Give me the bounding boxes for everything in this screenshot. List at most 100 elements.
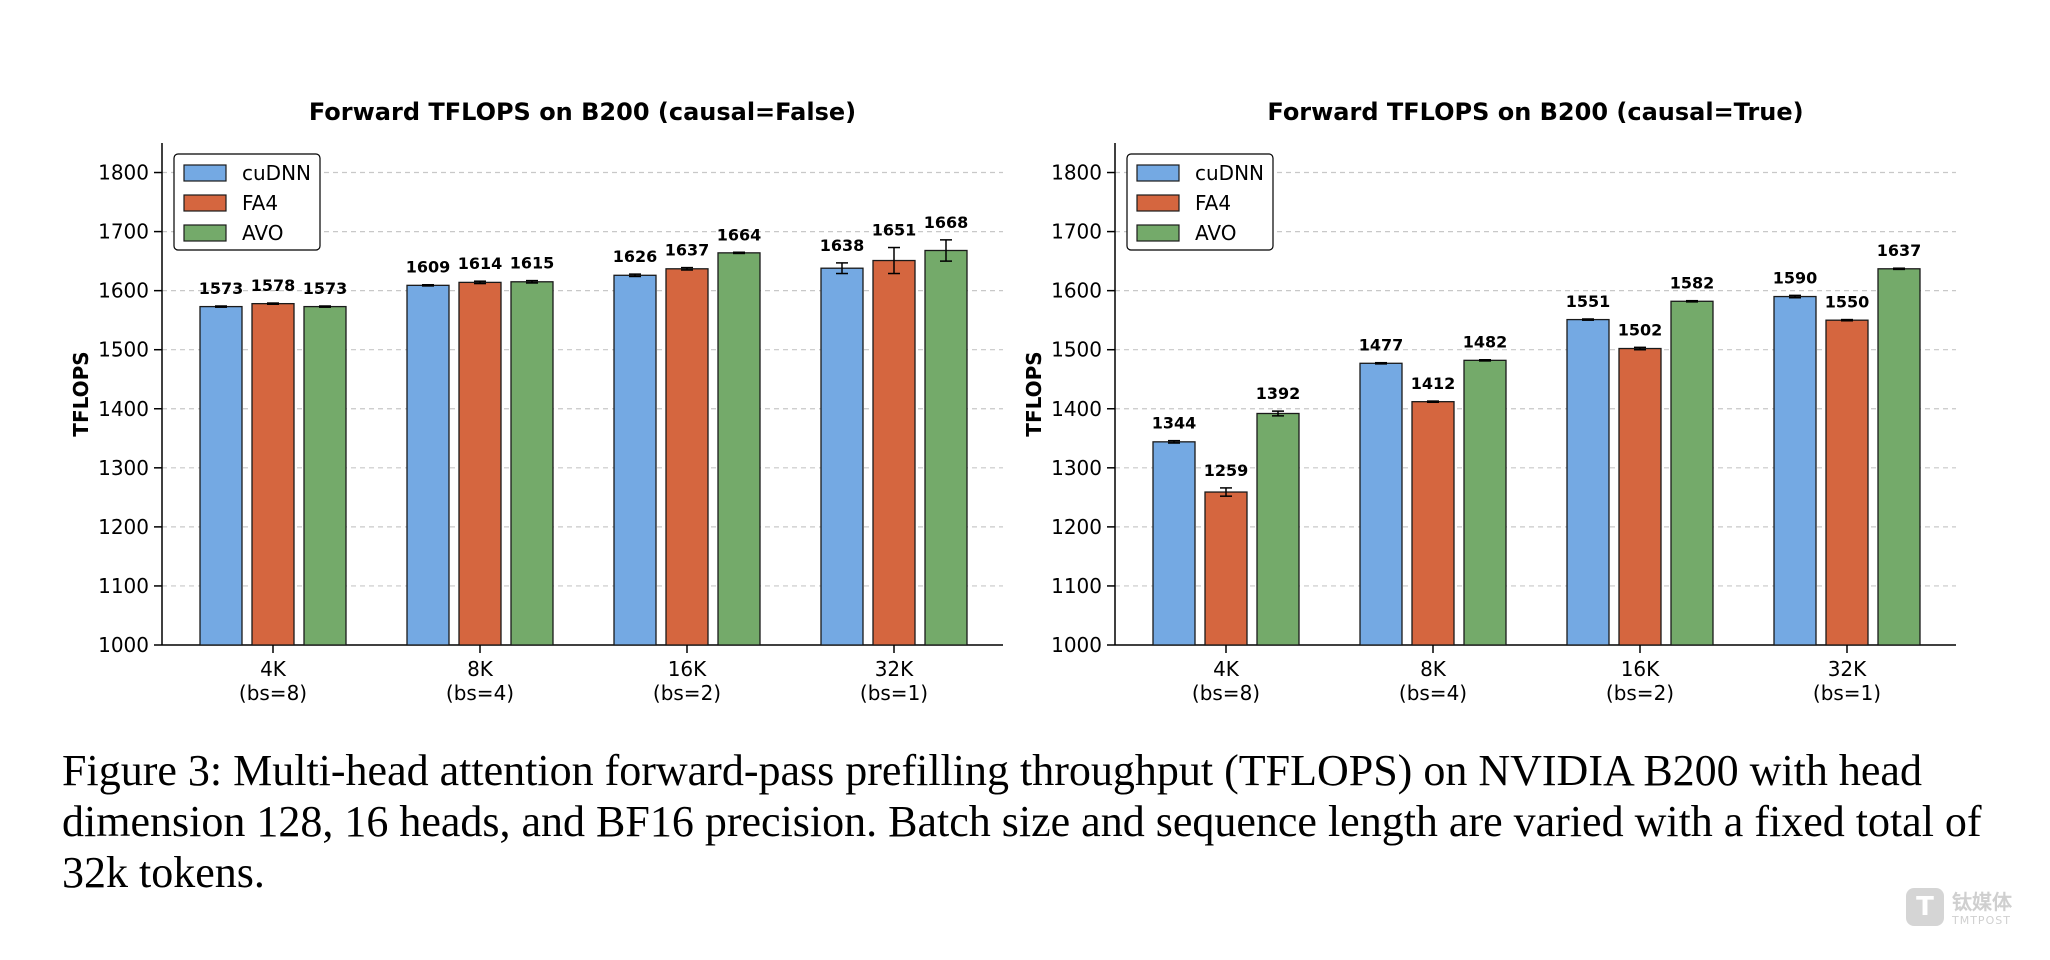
data-label: 1590 bbox=[1773, 268, 1818, 287]
bar-avo-8k bbox=[1463, 359, 1507, 646]
y-tick-label: 1000 bbox=[1051, 633, 1102, 657]
y-tick-label: 1600 bbox=[98, 279, 149, 303]
y-tick-label: 1200 bbox=[98, 515, 149, 539]
y-tick-label: 1200 bbox=[1051, 515, 1102, 539]
y-tick-label: 1600 bbox=[1051, 279, 1102, 303]
x-tick-label: 32K bbox=[1828, 657, 1867, 681]
y-tick-label: 1500 bbox=[1051, 338, 1102, 362]
data-label: 1609 bbox=[406, 258, 451, 277]
data-label: 1392 bbox=[1256, 384, 1301, 403]
bar-cudnn-8k bbox=[1359, 362, 1403, 646]
bar-cudnn-8k bbox=[406, 284, 450, 646]
legend: cuDNN FA4 AVO bbox=[173, 153, 321, 251]
y-tick-label: 1300 bbox=[1051, 456, 1102, 480]
y-axis-label: TFLOPS bbox=[1022, 351, 1046, 436]
bar-cudnn-16k bbox=[1566, 318, 1610, 646]
bar-avo-4k bbox=[1256, 412, 1300, 646]
y-tick-label: 1400 bbox=[98, 397, 149, 421]
legend-swatch-avo bbox=[183, 224, 227, 242]
bar-fa4-8k bbox=[458, 281, 502, 646]
x-tick-sublabel: (bs=8) bbox=[1192, 681, 1260, 705]
x-tick-sublabel: (bs=1) bbox=[860, 681, 928, 705]
legend-swatch-fa4 bbox=[1136, 194, 1180, 212]
bar-fa4-16k bbox=[1618, 347, 1662, 646]
data-label: 1482 bbox=[1463, 333, 1508, 352]
legend-swatch-fa4 bbox=[183, 194, 227, 212]
chart-title: Forward TFLOPS on B200 (causal=False) bbox=[309, 98, 856, 126]
bar-cudnn-32k bbox=[820, 267, 864, 646]
legend-label-avo: AVO bbox=[242, 221, 283, 245]
data-label: 1614 bbox=[458, 254, 503, 273]
data-label: 1626 bbox=[613, 247, 658, 266]
data-label: 1412 bbox=[1411, 374, 1456, 393]
data-label: 1664 bbox=[717, 225, 762, 244]
x-tick-sublabel: (bs=8) bbox=[239, 681, 307, 705]
x-tick-label: 8K bbox=[1420, 657, 1447, 681]
x-tick-label: 32K bbox=[875, 657, 914, 681]
data-label: 1344 bbox=[1152, 414, 1197, 433]
legend-swatch-avo bbox=[1136, 224, 1180, 242]
y-tick-label: 1000 bbox=[98, 633, 149, 657]
y-tick-label: 1500 bbox=[98, 338, 149, 362]
legend-swatch-cudnn bbox=[1136, 164, 1180, 182]
data-label: 1638 bbox=[820, 236, 865, 255]
data-label: 1582 bbox=[1670, 274, 1715, 293]
y-tick-label: 1100 bbox=[98, 574, 149, 598]
bar-avo-16k bbox=[1670, 300, 1714, 646]
data-label: 1578 bbox=[251, 276, 296, 295]
bar-cudnn-32k bbox=[1773, 295, 1817, 646]
bar-avo-16k bbox=[717, 252, 761, 646]
bar-fa4-4k bbox=[1204, 491, 1248, 646]
bar-cudnn-4k bbox=[199, 305, 243, 646]
legend-label-cudnn: cuDNN bbox=[242, 161, 311, 185]
y-tick-label: 1400 bbox=[1051, 397, 1102, 421]
data-label: 1651 bbox=[872, 221, 917, 240]
data-label: 1615 bbox=[510, 254, 555, 273]
y-tick-label: 1700 bbox=[1051, 220, 1102, 244]
bar-avo-4k bbox=[303, 305, 347, 646]
data-label: 1502 bbox=[1618, 320, 1663, 339]
bar-avo-32k bbox=[924, 249, 968, 646]
bar-fa4-16k bbox=[665, 268, 709, 646]
x-tick-sublabel: (bs=2) bbox=[653, 681, 721, 705]
bar-fa4-4k bbox=[251, 302, 295, 646]
x-tick-label: 16K bbox=[668, 657, 707, 681]
watermark-logo: T 钛媒体 TMTPOST bbox=[1906, 886, 2024, 934]
bar-cudnn-4k bbox=[1152, 441, 1196, 646]
watermark-cn: 钛媒体 bbox=[1952, 890, 2012, 914]
y-axis-label: TFLOPS bbox=[69, 351, 93, 436]
bar-fa4-32k bbox=[872, 259, 916, 646]
data-label: 1573 bbox=[199, 279, 244, 298]
watermark-en: TMTPOST bbox=[1952, 914, 2011, 927]
x-tick-label: 8K bbox=[467, 657, 494, 681]
legend-label-avo: AVO bbox=[1195, 221, 1236, 245]
y-tick-label: 1100 bbox=[1051, 574, 1102, 598]
data-label: 1573 bbox=[303, 279, 348, 298]
x-tick-sublabel: (bs=4) bbox=[446, 681, 514, 705]
watermark-icon: T bbox=[1906, 888, 1944, 926]
data-label: 1668 bbox=[924, 213, 969, 232]
x-tick-sublabel: (bs=2) bbox=[1606, 681, 1674, 705]
data-label: 1551 bbox=[1566, 292, 1611, 311]
x-tick-label: 16K bbox=[1621, 657, 1660, 681]
x-tick-label: 4K bbox=[1213, 657, 1240, 681]
y-tick-label: 1700 bbox=[98, 220, 149, 244]
bar-fa4-8k bbox=[1411, 401, 1455, 646]
legend-label-fa4: FA4 bbox=[242, 191, 278, 215]
y-tick-label: 1800 bbox=[1051, 161, 1102, 185]
legend-label-fa4: FA4 bbox=[1195, 191, 1231, 215]
figure: 1000 1100 1200 1300 1400 1500 1600 1700 1800 Forw… bbox=[69, 98, 1956, 705]
y-tick-label: 1800 bbox=[98, 161, 149, 185]
chart-panel-1: 1000 1100 1200 1300 1400 1500 1600 1700 1800 Forw… bbox=[69, 98, 1003, 705]
y-tick-label: 1300 bbox=[98, 456, 149, 480]
data-label: 1477 bbox=[1359, 336, 1404, 355]
figure-caption: Figure 3: Multi-head attention forward-p… bbox=[62, 746, 1982, 897]
bar-avo-32k bbox=[1877, 268, 1921, 646]
chart-panel-2: 1000 1100 1200 1300 1400 1500 1600 1700 1800 Forw… bbox=[1022, 98, 1956, 705]
legend-label-cudnn: cuDNN bbox=[1195, 161, 1264, 185]
bar-avo-8k bbox=[510, 281, 554, 646]
x-tick-sublabel: (bs=1) bbox=[1813, 681, 1881, 705]
bar-fa4-32k bbox=[1825, 319, 1869, 646]
bar-cudnn-16k bbox=[613, 274, 657, 646]
x-tick-sublabel: (bs=4) bbox=[1399, 681, 1467, 705]
